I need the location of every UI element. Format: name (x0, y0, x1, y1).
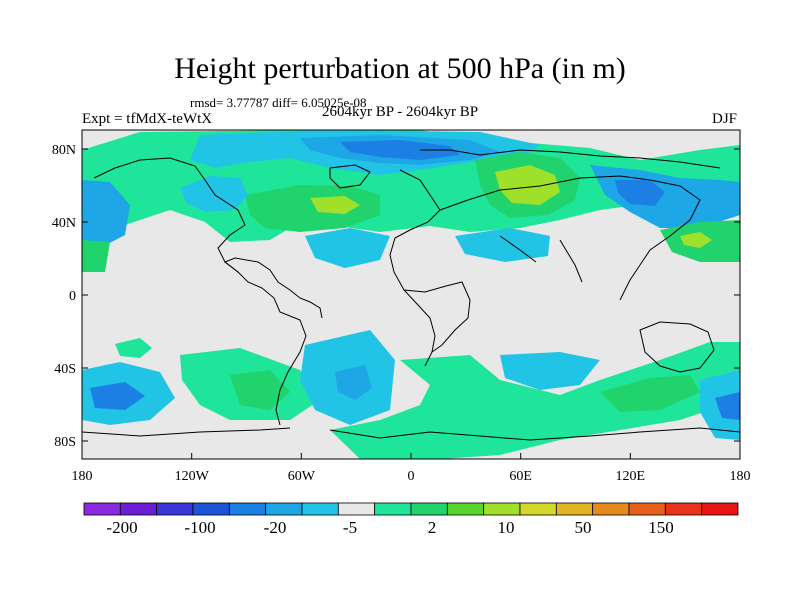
colorbar-swatch (555, 502, 594, 516)
lat-label-80s: 80S (54, 435, 76, 450)
colorbar-swatch (156, 502, 194, 516)
contour-south-teal-small (115, 338, 152, 358)
colorbar-swatch (446, 502, 485, 516)
lon-label-120e: 120E (616, 469, 646, 484)
lon-label-120w: 120W (175, 469, 210, 484)
lat-ticks (82, 148, 740, 442)
colorbar-swatch (519, 502, 557, 516)
lat-label-80n: 80N (52, 143, 76, 158)
contour-tropical-green (82, 240, 110, 272)
contour-atlantic-blue (305, 228, 390, 268)
experiment-label: Expt = tfMdX-teWtX (82, 111, 213, 127)
contour-north-darkblue (340, 140, 460, 160)
colorbar-swatch (483, 502, 521, 516)
contour-south-yellow (230, 370, 290, 410)
height-anomaly-field (82, 130, 740, 459)
colorbar-swatch (410, 502, 448, 516)
contour-westhemi-blue (82, 180, 130, 250)
contour-eurasia-blue (455, 228, 550, 262)
plot-title: Height perturbation at 500 hPa (in m) (174, 52, 626, 85)
colorbar-swatch (192, 502, 230, 516)
lon-label-180w: 180 (72, 469, 93, 484)
contour-pacific-darkblue (615, 180, 665, 206)
colorbar (83, 502, 739, 516)
colorbar-swatch (337, 502, 376, 516)
contour-south-atl-darkblue (335, 365, 372, 400)
contour-na-yellow (310, 196, 360, 214)
season-label: DJF (712, 111, 738, 127)
colorbar-swatch (628, 502, 666, 516)
contour-south-blue-indian (500, 352, 600, 390)
colorbar-swatch (83, 502, 121, 516)
colorbar-swatch (119, 502, 158, 516)
lon-label-180e: 180 (730, 469, 751, 484)
colorbar-swatch (374, 502, 412, 516)
lon-label-0: 0 (408, 469, 415, 484)
colorbar-label-10: 10 (498, 518, 515, 537)
colorbar-label-2: 2 (428, 518, 437, 537)
colorbar-swatch (701, 502, 739, 516)
lat-label-0: 0 (69, 289, 76, 304)
period-label: 2604kyr BP - 2604kyr BP (322, 104, 479, 120)
colorbar-swatch (664, 502, 703, 516)
lat-label-40n: 40N (52, 216, 76, 231)
colorbar-swatch (228, 502, 267, 516)
contour-south-green-patch (600, 375, 700, 412)
colorbar-label-150: 150 (648, 518, 674, 537)
lat-label-40s: 40S (54, 362, 76, 377)
lon-label-60w: 60W (288, 469, 316, 484)
colorbar-swatch (265, 502, 303, 516)
lon-label-60e: 60E (509, 469, 532, 484)
colorbar-label-20neg: -20 (264, 518, 287, 537)
contour-asia-yellow (495, 165, 560, 205)
colorbar-label-50: 50 (575, 518, 592, 537)
contour-westpac-yellow (680, 232, 712, 248)
colorbar-swatch (301, 502, 339, 516)
colorbar-label-5neg: -5 (343, 518, 357, 537)
lon-ticks (81, 453, 741, 459)
coastlines (82, 149, 740, 441)
colorbar-label-200neg: -200 (106, 518, 137, 537)
contour-south-darkblue-west (90, 382, 145, 410)
contour-south-darkblue-east (715, 392, 740, 420)
colorbar-swatch (592, 502, 630, 516)
colorbar-label-100neg: -100 (184, 518, 215, 537)
stats-text: rmsd= 3.77787 diff= 6.05025e-08 (190, 95, 367, 110)
contour-south-teal-band (330, 342, 740, 459)
